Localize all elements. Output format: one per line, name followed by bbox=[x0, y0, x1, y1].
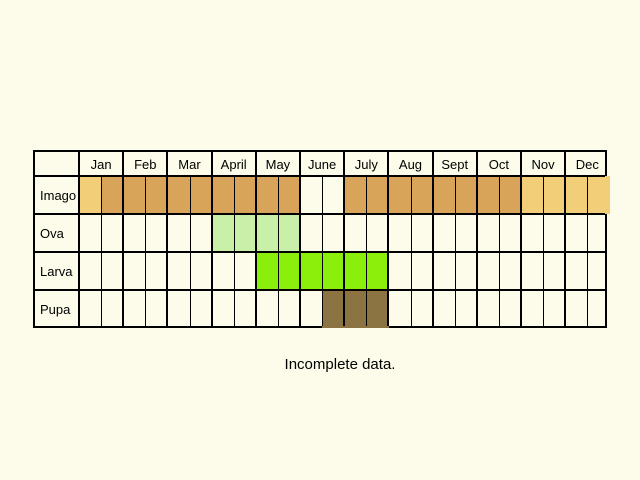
stage-label-larva: Larva bbox=[40, 264, 73, 279]
month-label-jan: Jan bbox=[90, 157, 112, 172]
month-label-feb: Feb bbox=[134, 157, 157, 172]
cell-imago-22 bbox=[565, 176, 588, 214]
cell-ova-6 bbox=[211, 214, 235, 252]
month-label-dec: Dec bbox=[575, 157, 599, 172]
grid-hline bbox=[35, 175, 605, 177]
cell-imago-8 bbox=[255, 176, 279, 214]
cell-imago-20 bbox=[521, 176, 544, 214]
cell-imago-2 bbox=[123, 176, 146, 214]
cell-imago-3 bbox=[145, 176, 168, 214]
cell-imago-21 bbox=[543, 176, 566, 214]
month-label-oct: Oct bbox=[488, 157, 509, 172]
cell-imago-23 bbox=[587, 176, 610, 214]
cell-ova-9 bbox=[277, 214, 301, 252]
grid-vline bbox=[254, 152, 257, 326]
grid-vline bbox=[520, 152, 522, 326]
phenology-chart: Jan Feb Mar April May June July Aug Sept Oct Nov De… bbox=[33, 150, 610, 328]
cell-imago-13 bbox=[366, 176, 389, 214]
cell-imago-6 bbox=[211, 176, 235, 214]
cell-larva-9 bbox=[277, 252, 301, 290]
grid-hline bbox=[35, 289, 605, 291]
grid-vline bbox=[299, 152, 301, 326]
grid-vline bbox=[431, 152, 434, 326]
cell-larva-10 bbox=[300, 252, 323, 290]
grid-hline bbox=[35, 213, 605, 215]
cell-imago-12 bbox=[344, 176, 367, 214]
footnote: Incomplete data. bbox=[284, 356, 396, 373]
cell-ova-8 bbox=[255, 214, 279, 252]
month-label-june: June bbox=[307, 157, 337, 172]
cell-larva-12 bbox=[344, 252, 367, 290]
month-label-july: July bbox=[354, 157, 378, 172]
cell-imago-9 bbox=[277, 176, 301, 214]
month-label-mar: Mar bbox=[178, 157, 201, 172]
cell-imago-7 bbox=[233, 176, 257, 214]
grid-vline bbox=[343, 152, 346, 326]
cell-imago-14 bbox=[388, 176, 411, 214]
cell-larva-13 bbox=[366, 252, 389, 290]
month-label-aug: Aug bbox=[398, 157, 423, 172]
grid-vline bbox=[210, 152, 213, 326]
grid-vline bbox=[78, 152, 80, 326]
cell-imago-17 bbox=[454, 176, 478, 214]
cell-larva-11 bbox=[322, 252, 345, 290]
stage-label-ova: Ova bbox=[40, 226, 64, 241]
grid-vline bbox=[475, 152, 478, 326]
month-label-april: April bbox=[220, 157, 247, 172]
grid-vline bbox=[387, 152, 390, 326]
cell-pupa-13 bbox=[366, 290, 389, 328]
cell-pupa-11 bbox=[322, 290, 345, 328]
cell-pupa-12 bbox=[344, 290, 367, 328]
cell-ova-7 bbox=[233, 214, 257, 252]
grid-hline bbox=[35, 251, 605, 253]
cell-larva-8 bbox=[255, 252, 279, 290]
grid-vline bbox=[564, 152, 567, 326]
cell-imago-19 bbox=[498, 176, 522, 214]
month-label-sept: Sept bbox=[441, 157, 469, 172]
cell-imago-5 bbox=[189, 176, 213, 214]
month-label-may: May bbox=[265, 157, 291, 172]
cell-imago-4 bbox=[167, 176, 190, 214]
cell-imago-1 bbox=[101, 176, 124, 214]
grid-vline bbox=[166, 152, 169, 326]
month-label-nov: Nov bbox=[531, 157, 555, 172]
stage-label-imago: Imago bbox=[40, 188, 77, 203]
cell-imago-15 bbox=[410, 176, 434, 214]
cell-imago-18 bbox=[476, 176, 500, 214]
cell-imago-16 bbox=[432, 176, 456, 214]
cell-imago-0 bbox=[79, 176, 102, 214]
grid-vline bbox=[122, 152, 125, 326]
stage-label-pupa: Pupa bbox=[40, 302, 71, 317]
